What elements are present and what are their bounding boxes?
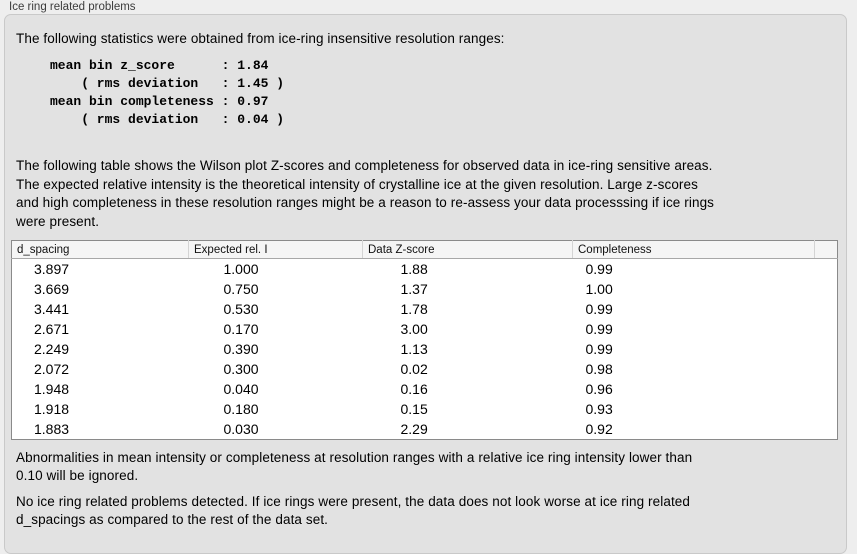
table-cell-spacer: [814, 379, 838, 400]
table-cell-spacer: [814, 299, 838, 320]
table-cell: 0.170: [188, 319, 363, 340]
table-cell: 1.37: [362, 279, 573, 300]
column-header-expected-i: Expected rel. I: [188, 240, 363, 260]
table-cell: 0.390: [188, 339, 363, 360]
table-cell: 1.00: [572, 279, 815, 300]
table-cell: 3.669: [11, 279, 189, 300]
table-header: d_spacing Expected rel. I Data Z-score C…: [11, 240, 838, 260]
column-header-d-spacing: d_spacing: [11, 240, 189, 260]
table-cell: 0.030: [188, 419, 363, 440]
table-cell: 0.040: [188, 379, 363, 400]
table-cell: 3.00: [362, 319, 573, 340]
table-cell: 1.78: [362, 299, 573, 320]
table-cell: 2.072: [11, 359, 189, 380]
table-cell: 0.92: [572, 419, 815, 440]
table-cell-spacer: [814, 419, 838, 440]
table-row[interactable]: 1.948 0.040 0.16 0.96: [11, 379, 838, 400]
table-cell: 0.99: [572, 258, 815, 280]
table-row[interactable]: 2.249 0.390 1.13 0.99: [11, 339, 838, 360]
table-cell: 0.300: [188, 359, 363, 380]
table-cell: 0.93: [572, 399, 815, 420]
conclusion-text: No ice ring related problems detected. I…: [16, 493, 691, 528]
table-cell: 0.99: [572, 299, 815, 320]
ignore-threshold-note: Abnormalities in mean intensity or compl…: [16, 450, 693, 484]
column-header-z-score: Data Z-score: [362, 240, 573, 260]
table-row[interactable]: 1.918 0.180 0.15 0.93: [11, 399, 838, 420]
table-cell-spacer: [814, 359, 838, 380]
table-row[interactable]: 2.072 0.300 0.02 0.98: [11, 359, 838, 380]
table-cell: 0.99: [572, 339, 815, 360]
table-description-text: The following table shows the Wilson plo…: [16, 158, 715, 229]
table-row[interactable]: 3.897 1.000 1.88 0.99: [11, 258, 838, 280]
statistics-values-block: mean bin z_score : 1.84 ( rms deviation …: [50, 58, 285, 128]
table-row[interactable]: 3.669 0.750 1.37 1.00: [11, 279, 838, 300]
table-cell: 0.530: [188, 299, 363, 320]
table-cell: 2.671: [11, 319, 189, 340]
panel-title: Ice ring related problems: [9, 1, 136, 13]
table-cell: 1.000: [188, 258, 363, 280]
table-row[interactable]: 1.883 0.030 2.29 0.92: [11, 419, 838, 440]
table-cell-spacer: [814, 339, 838, 360]
ice-ring-group-box: The following statistics were obtained f…: [4, 14, 847, 554]
table-cell: 3.897: [11, 258, 189, 280]
table-cell: 0.99: [572, 319, 815, 340]
table-cell: 0.180: [188, 399, 363, 420]
table-cell: 0.96: [572, 379, 815, 400]
table-cell: 1.13: [362, 339, 573, 360]
column-header-completeness: Completeness: [572, 240, 815, 260]
table-cell-spacer: [814, 279, 838, 300]
table-cell: 3.441: [11, 299, 189, 320]
table-body: 3.897 1.000 1.88 0.99 3.669 0.750 1.37 1.00 3.44…: [11, 258, 838, 440]
table-cell: 1.88: [362, 258, 573, 280]
table-cell: 0.02: [362, 359, 573, 380]
table-cell: 2.249: [11, 339, 189, 360]
table-cell: 0.16: [362, 379, 573, 400]
table-row[interactable]: 3.441 0.530 1.78 0.99: [11, 299, 838, 320]
table-cell-spacer: [814, 399, 838, 420]
table-row[interactable]: 2.671 0.170 3.00 0.99: [11, 319, 838, 340]
table-cell-spacer: [814, 258, 838, 280]
table-cell: 0.750: [188, 279, 363, 300]
table-cell: 1.883: [11, 419, 189, 440]
statistics-intro-text: The following statistics were obtained f…: [16, 31, 505, 46]
table-cell: 1.918: [11, 399, 189, 420]
table-cell: 0.98: [572, 359, 815, 380]
table-cell: 1.948: [11, 379, 189, 400]
column-header-spacer: [814, 240, 838, 260]
ice-ring-table: d_spacing Expected rel. I Data Z-score C…: [11, 240, 838, 441]
table-cell-spacer: [814, 319, 838, 340]
table-cell: 0.15: [362, 399, 573, 420]
table-cell: 2.29: [362, 419, 573, 440]
